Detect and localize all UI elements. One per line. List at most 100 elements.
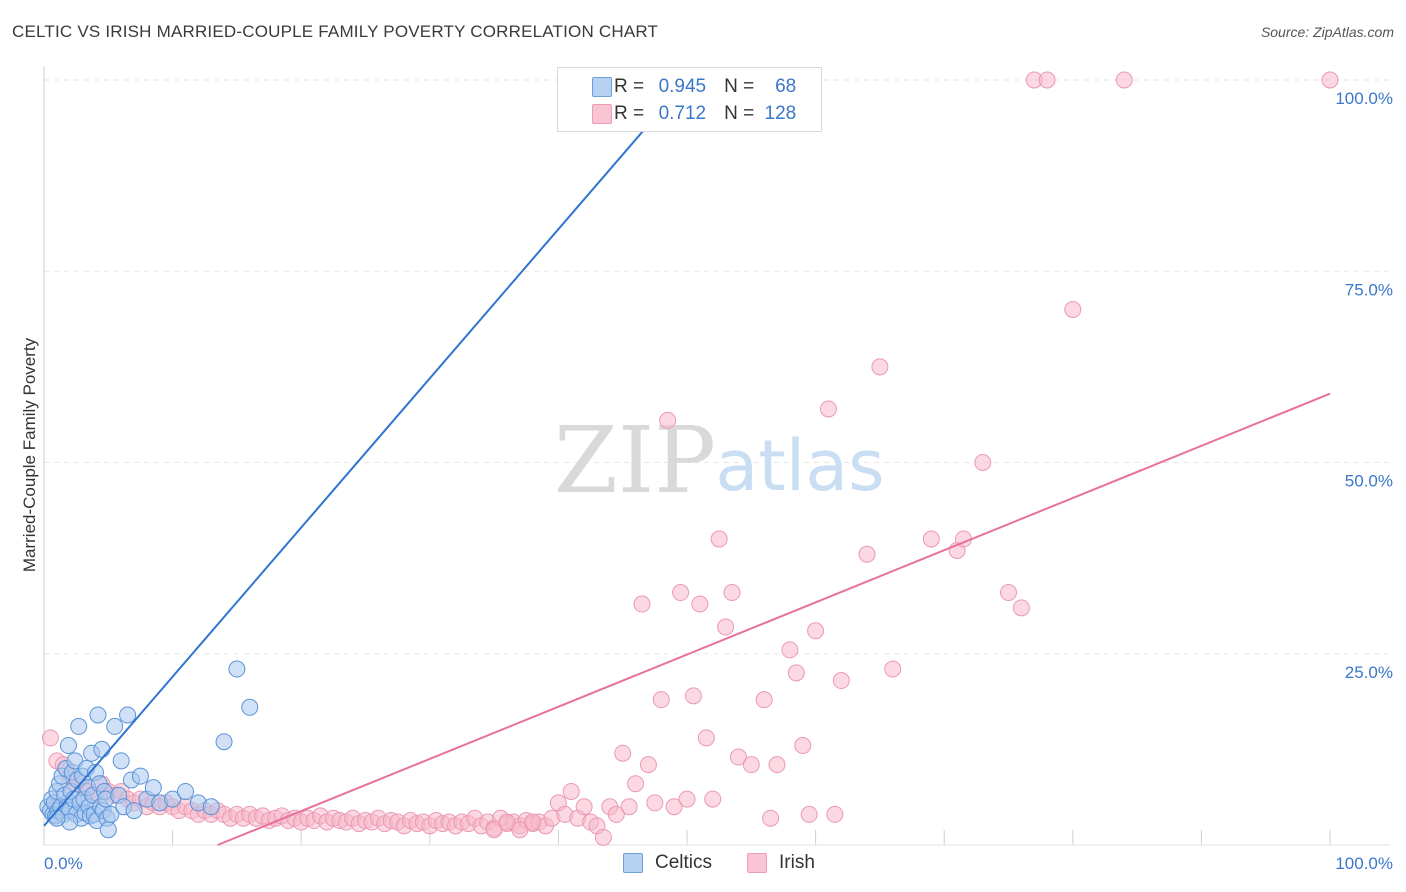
celtic-point: [119, 706, 137, 724]
celtic-point: [144, 779, 162, 797]
series-celtic: [39, 660, 259, 839]
irish-point: [620, 798, 638, 816]
celtic-point: [70, 717, 88, 735]
irish-point: [762, 809, 780, 827]
legend-item-celtics[interactable]: Celtics: [623, 852, 712, 874]
source-label: Source: ZipAtlas.com: [1260, 24, 1394, 40]
irish-point: [697, 729, 715, 747]
legend-stats: R = 0.945 N = 68 R = 0.712 N = 128: [557, 67, 822, 132]
irish-point: [498, 813, 516, 831]
irish-point: [717, 618, 735, 636]
irish-point: [511, 821, 529, 839]
watermark-atlas: atlas: [715, 425, 884, 507]
celtic-point: [93, 740, 111, 758]
legend-n-label: N =: [724, 103, 755, 124]
irish-point: [755, 691, 773, 709]
legend-label-irish: Irish: [779, 852, 815, 873]
legend-swatch-irish: [747, 853, 767, 873]
irish-point: [723, 584, 741, 602]
watermark: ZIP atlas: [554, 407, 885, 514]
legend-r-value-celtic: 0.945: [658, 76, 707, 97]
irish-point: [768, 756, 786, 774]
y-tick-label: 100.0%: [1335, 89, 1393, 108]
irish-point: [691, 595, 709, 613]
legend-swatch-celtics: [623, 853, 643, 873]
irish-point: [787, 664, 805, 682]
irish-point: [607, 805, 625, 823]
legend-n-value-irish: 128: [764, 103, 797, 124]
legend-n-value-celtic: 68: [775, 76, 797, 97]
irish-point: [652, 691, 670, 709]
legend-row-celtic: R = 0.945 N = 68: [592, 74, 797, 100]
legend-r-label: R =: [614, 103, 645, 124]
irish-point: [922, 530, 940, 548]
celtic-point: [112, 752, 130, 770]
irish-point: [704, 790, 722, 808]
celtic-point: [241, 698, 259, 716]
celtic-point: [228, 660, 246, 678]
celtic-trend-line: [43, 79, 688, 827]
irish-point: [729, 748, 747, 766]
celtic-point: [102, 805, 120, 823]
x-tick-label: 0.0%: [44, 854, 83, 873]
series-irish: [41, 71, 1339, 846]
y-tick-label: 50.0%: [1345, 472, 1393, 491]
y-tick-label: 75.0%: [1345, 280, 1393, 299]
irish-trend-line: [217, 392, 1331, 846]
axes: [43, 66, 1390, 846]
irish-point: [1321, 71, 1339, 89]
irish-point: [665, 798, 683, 816]
irish-point: [1012, 599, 1030, 617]
irish-point: [832, 672, 850, 690]
celtic-point: [99, 821, 117, 839]
legend-r-label: R =: [614, 76, 645, 97]
irish-point: [1064, 301, 1082, 318]
irish-point: [524, 813, 542, 831]
irish-point: [594, 828, 612, 846]
irish-point: [485, 821, 503, 839]
irish-point: [858, 545, 876, 563]
irish-point: [781, 641, 799, 659]
irish-point: [639, 756, 657, 774]
chart-title: CELTIC VS IRISH MARRIED-COUPLE FAMILY PO…: [12, 22, 659, 41]
celtic-point: [106, 717, 124, 735]
legend-item-irish[interactable]: Irish: [747, 852, 815, 874]
y-axis-label: Married-Couple Family Poverty: [20, 337, 39, 573]
celtic-point: [202, 798, 220, 816]
x-tick-label: 100.0%: [1335, 854, 1393, 873]
irish-point: [800, 805, 818, 823]
celtic-point: [215, 733, 233, 751]
bottom-legend: Celtics Irish: [0, 852, 1406, 878]
irish-point: [633, 595, 651, 613]
irish-point: [575, 798, 593, 816]
irish-point: [646, 794, 664, 812]
irish-point: [974, 454, 992, 471]
watermark-zip: ZIP: [554, 407, 716, 514]
irish-point: [826, 805, 844, 823]
irish-point: [871, 358, 889, 376]
irish-point: [678, 790, 696, 808]
irish-point: [819, 400, 837, 418]
grid: [43, 79, 1390, 845]
irish-point: [684, 687, 702, 705]
celtic-point: [89, 706, 107, 724]
irish-point: [1000, 584, 1017, 602]
irish-point: [614, 744, 632, 762]
legend-r-value-irish: 0.712: [658, 103, 707, 124]
trend-lines: [43, 79, 1331, 846]
celtic-point: [131, 767, 149, 785]
celtic-point: [176, 782, 194, 800]
irish-point: [807, 622, 825, 640]
irish-point: [1038, 71, 1056, 89]
irish-point: [672, 584, 690, 602]
legend-n-label: N =: [724, 76, 755, 97]
legend-swatch-irish: [592, 104, 612, 124]
celtic-point: [125, 802, 143, 820]
irish-point: [627, 775, 645, 793]
y-tick-label: 25.0%: [1345, 663, 1393, 682]
legend-row-irish: R = 0.712 N = 128: [592, 101, 797, 127]
celtic-point: [59, 737, 77, 755]
irish-point: [710, 530, 728, 548]
celtic-point: [164, 790, 182, 808]
